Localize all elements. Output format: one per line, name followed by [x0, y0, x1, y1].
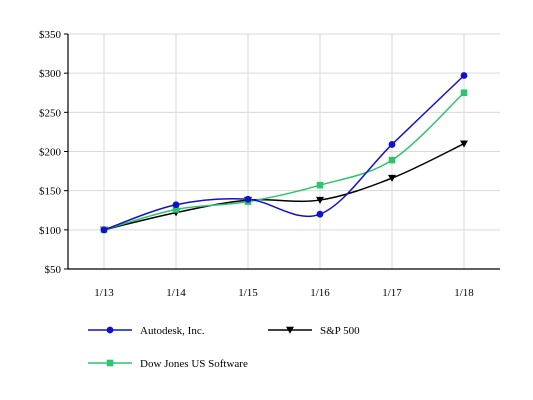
- data-point-autodesk-inc: [172, 201, 180, 209]
- x-tick-label: 1/18: [454, 287, 474, 299]
- data-point-autodesk-inc: [100, 226, 108, 234]
- x-tick-label: 1/17: [382, 287, 402, 299]
- y-tick-label: $250: [39, 107, 62, 119]
- data-point-autodesk-inc: [316, 210, 324, 218]
- data-point-dow-jones-us-software: [316, 181, 324, 189]
- legend-label: Dow Jones US Software: [140, 358, 248, 370]
- data-point-autodesk-inc: [388, 141, 396, 148]
- data-point-autodesk-inc: [460, 72, 468, 79]
- x-tick-label: 1/16: [310, 287, 330, 299]
- axis-layer: $50 $100 $150 $200 $250 $300 $350 1/13 1/14 1/15 1…: [39, 29, 500, 299]
- legend-marker: [106, 326, 114, 334]
- y-tick-label: $100: [39, 225, 62, 237]
- x-tick-label: 1/13: [94, 287, 114, 299]
- legend-label: S&P 500: [320, 325, 360, 337]
- x-tick-label: 1/15: [238, 287, 258, 299]
- series-line-s-p-500: [103, 142, 465, 231]
- series-line-autodesk-inc: [103, 74, 465, 231]
- data-point-s-p-500: [460, 140, 468, 148]
- data-point-s-p-500: [316, 196, 324, 204]
- legend-item-s-p-500: S&P 500: [268, 325, 360, 337]
- grid-layer: [68, 33, 500, 270]
- y-tick-label: $50: [45, 264, 62, 276]
- legend-item-autodesk-inc: Autodesk, Inc.: [88, 325, 205, 337]
- data-point-s-p-500: [388, 174, 396, 182]
- data-point-autodesk-inc: [244, 195, 252, 203]
- data-point-dow-jones-us-software: [172, 206, 180, 213]
- y-tick-label: $200: [39, 147, 62, 159]
- data-point-dow-jones-us-software: [388, 156, 396, 164]
- legend: Autodesk, Inc. S&P 500 Dow Jones US Softwa…: [88, 325, 360, 370]
- legend-marker: [286, 326, 294, 334]
- series-layer: [100, 72, 468, 234]
- legend-item-dow-jones-us-software: Dow Jones US Software: [88, 358, 248, 370]
- y-tick-label: $300: [39, 68, 62, 80]
- x-tick-label: 1/14: [166, 287, 186, 299]
- y-tick-label: $350: [39, 29, 62, 41]
- legend-marker: [106, 359, 114, 367]
- y-tick-label: $150: [39, 186, 62, 198]
- legend-label: Autodesk, Inc.: [140, 325, 205, 337]
- series-line-dow-jones-us-software: [103, 92, 465, 231]
- data-point-dow-jones-us-software: [460, 89, 468, 97]
